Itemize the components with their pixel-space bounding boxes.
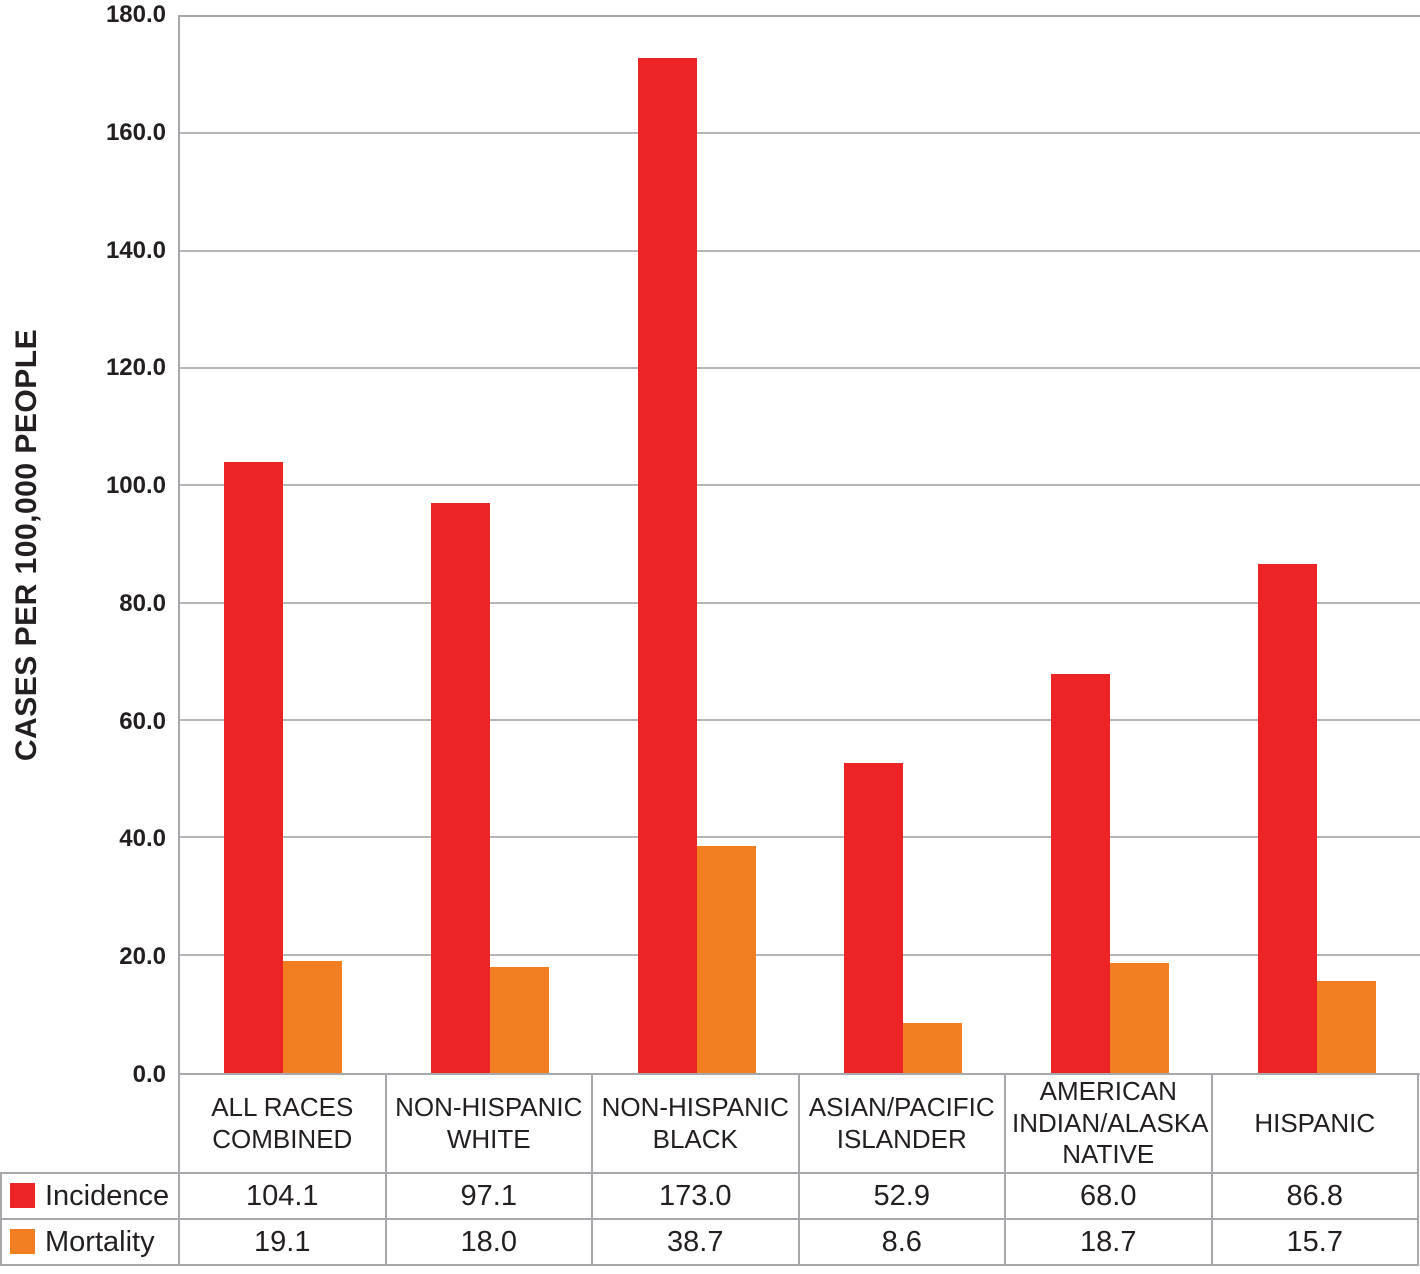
y-tick-label: 40.0	[119, 825, 166, 853]
incidence-bar	[431, 503, 490, 1073]
incidence-legend-cell: Incidence	[0, 1172, 180, 1220]
incidence-value-cell: 68.0	[1004, 1172, 1213, 1220]
mortality-legend-label: Mortality	[45, 1225, 155, 1258]
incidence-bar	[637, 58, 697, 1073]
incidence-bar	[844, 762, 904, 1073]
incidence-legend-label: Incidence	[45, 1179, 170, 1212]
mortality-bar	[490, 967, 549, 1073]
mortality-bar	[1316, 980, 1376, 1073]
mortality-bar	[1110, 963, 1169, 1073]
mortality-value-cell: 18.7	[1004, 1218, 1213, 1266]
mortality-bar	[696, 845, 756, 1073]
incidence-value-cell: 173.0	[591, 1172, 800, 1220]
category-header-cell: ASIAN/PACIFIC ISLANDER	[797, 1075, 1006, 1174]
gridline	[180, 836, 1420, 839]
table-corner-blank	[1, 1075, 179, 1173]
gridline	[180, 719, 1420, 721]
plot-area	[178, 15, 1420, 1075]
gridline	[180, 367, 1420, 369]
incidence-value-cell: 104.1	[178, 1172, 387, 1220]
category-header-cell: HISPANIC	[1210, 1075, 1419, 1174]
incidence-swatch-icon	[10, 1182, 35, 1208]
y-tick-label: 140.0	[105, 236, 166, 264]
mortality-swatch-icon	[10, 1228, 35, 1254]
y-tick-label: 80.0	[119, 589, 166, 617]
y-tick-label: 60.0	[119, 707, 166, 735]
category-header-cell: NON-HISPANIC WHITE	[384, 1075, 593, 1174]
incidence-bar	[1051, 674, 1110, 1073]
incidence-value-cell: 97.1	[384, 1172, 593, 1220]
mortality-value-cell: 15.7	[1210, 1218, 1419, 1266]
gridline	[180, 132, 1420, 135]
incidence-value-cell: 52.9	[797, 1172, 1006, 1220]
mortality-value-cell: 19.1	[178, 1218, 387, 1266]
data-table: ALL RACES COMBINED NON-HISPANIC WHITE NON-…	[0, 1075, 1419, 1266]
y-tick-label: 120.0	[105, 354, 166, 382]
gridline	[180, 249, 1420, 252]
incidence-row: Incidence 104.1 97.1 173.0 52.9 68.0 86.8	[0, 1172, 1419, 1220]
y-tick-label: 100.0	[105, 472, 166, 500]
gridline	[180, 601, 1420, 604]
incidence-bar	[224, 462, 284, 1073]
category-header-cell: ALL RACES COMBINED	[178, 1075, 387, 1174]
mortality-row: Mortality 19.1 18.0 38.7 8.6 18.7 15.7	[0, 1218, 1419, 1266]
mortality-value-cell: 8.6	[797, 1218, 1006, 1266]
category-header-cell: AMERICAN INDIAN/ALASKA NATIVE	[1004, 1075, 1213, 1174]
category-header-cell: NON-HISPANIC BLACK	[591, 1075, 800, 1174]
mortality-legend-cell: Mortality	[0, 1218, 180, 1266]
y-tick-label: 160.0	[105, 118, 166, 146]
y-tick-label: 180.0	[105, 1, 166, 28]
mortality-bar	[903, 1022, 963, 1073]
gridline	[180, 484, 1420, 487]
mortality-value-cell: 38.7	[591, 1218, 800, 1266]
incidence-value-cell: 86.8	[1210, 1172, 1419, 1220]
incidence-bar	[1257, 563, 1317, 1073]
gridline	[180, 953, 1420, 956]
mortality-bar	[283, 960, 343, 1073]
y-tick-label: 0.0	[132, 1061, 166, 1088]
mortality-value-cell: 18.0	[384, 1218, 593, 1266]
y-tick-label: 20.0	[119, 943, 166, 971]
